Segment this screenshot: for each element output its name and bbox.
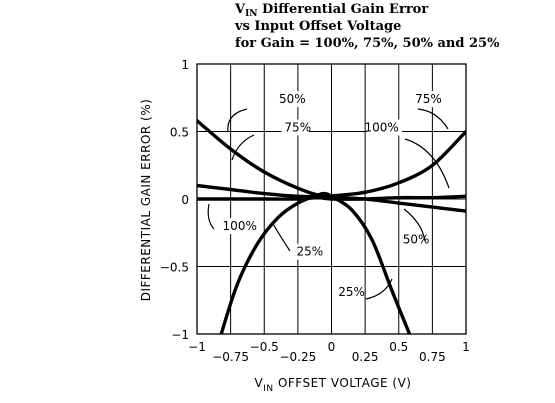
annotation-label-background (276, 91, 304, 108)
annotation-leader-arrow (227, 108, 248, 133)
annotation-leader-arrow (207, 203, 215, 230)
annotation-label: 100% (364, 121, 398, 135)
x-axis-label-subscript: IN (263, 384, 273, 394)
annotation-label: 75% (415, 92, 442, 106)
annotation-label: 100% (223, 219, 257, 233)
annotation-label-background (293, 243, 322, 260)
annotation-leader-arrow (403, 208, 426, 242)
annotation-label-background (399, 231, 428, 248)
annotation-label: 50% (403, 233, 430, 247)
x-tick-label: −0.25 (279, 350, 316, 364)
y-tick-label: −1 (171, 328, 189, 342)
x-tick-label: 0 (328, 340, 336, 354)
x-axis-label: VIN OFFSET VOLTAGE (V) (255, 376, 412, 394)
annotation-label-background (335, 284, 363, 301)
x-tick-label: 1 (462, 340, 470, 354)
annotation-leader-arrow (231, 134, 255, 161)
y-tick-label: 1 (181, 58, 189, 72)
annotation-label: 25% (297, 245, 324, 259)
annotation-label-background (281, 119, 310, 136)
x-tick-label: −1 (188, 340, 206, 354)
series-line-100-percent (197, 194, 466, 201)
annotation-label-background (417, 91, 445, 108)
annotation-label-background (366, 119, 402, 136)
title-rest: Differential Gain Error (258, 2, 429, 17)
y-tick-label: −0.5 (160, 261, 189, 275)
series-line-25-percent (219, 191, 412, 334)
x-tick-label: 0.25 (352, 350, 379, 364)
annotation-leader-arrow (271, 221, 291, 252)
x-tick-label: 0.5 (389, 340, 408, 354)
annotation-label: 75% (284, 121, 311, 135)
y-tick-label: 0.5 (170, 126, 189, 140)
annotation-leader-arrow (417, 108, 449, 130)
plot-area: 1 0.5 0 −0.5 −1−1 −0.5 0 0.5 1 −0.75 −0.25 0.25 0.75… (160, 58, 470, 364)
title-subscript: IN (245, 9, 257, 19)
title-main: V (234, 2, 246, 17)
x-axis-label-rest: OFFSET VOLTAGE (V) (274, 376, 412, 390)
series-line-50-percent (197, 119, 466, 213)
chart-title-line-3: for Gain = 100%, 75%, 50% and 25% (235, 36, 500, 51)
annotation-label: 50% (279, 92, 306, 106)
y-axis-label: DIFFERENTIAL GAIN ERROR (%) (139, 99, 153, 302)
annotation-leader-arrow (404, 138, 450, 189)
x-axis-label-main: V (255, 376, 264, 390)
x-tick-label: 0.75 (419, 350, 446, 364)
chart-title-line-2: vs Input Offset Voltage (234, 19, 401, 34)
annotation-label: 25% (338, 285, 365, 299)
x-tick-label: −0.75 (212, 350, 249, 364)
chart-title-line-1: VIN Differential Gain Error (234, 2, 428, 19)
annotation-label-background (219, 218, 255, 235)
annotation-leader-arrow (365, 278, 393, 300)
y-tick-label: 0 (181, 193, 189, 207)
x-tick-label: −0.5 (250, 340, 279, 354)
